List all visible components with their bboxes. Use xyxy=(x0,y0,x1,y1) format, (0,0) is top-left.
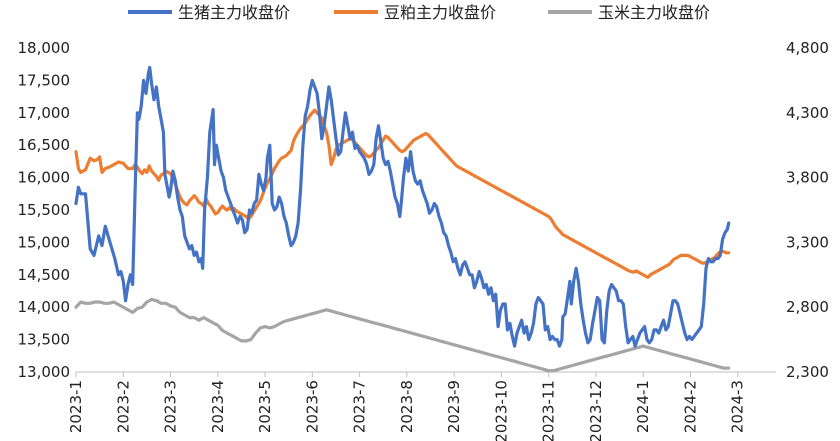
x-tick-label: 2024-2 xyxy=(681,380,699,433)
x-tick-label: 2023-9 xyxy=(445,380,463,433)
x-tick-label: 2023-11 xyxy=(540,380,558,441)
left-y-tick-label: 15,500 xyxy=(18,201,71,219)
series-line-1 xyxy=(74,108,731,279)
right-y-tick-label: 2,300 xyxy=(786,363,829,381)
left-y-axis: 13,000 13,500 14,000 14,500 15,000 15,500 16,0… xyxy=(18,39,71,381)
x-tick-label: 2023-2 xyxy=(114,380,132,433)
x-tick-label: 2023-12 xyxy=(587,380,605,441)
right-y-tick-label: 4,300 xyxy=(786,104,829,122)
x-tick-label: 2023-1 xyxy=(67,380,85,433)
series-line-0 xyxy=(74,65,731,348)
x-tick-label: 2024-1 xyxy=(634,380,652,433)
left-y-tick-label: 17,500 xyxy=(18,71,71,89)
left-y-tick-label: 13,500 xyxy=(18,331,71,349)
x-tick-label: 2023-6 xyxy=(303,380,321,433)
legend-label: 玉米主力收盘价 xyxy=(598,3,710,22)
series-line-2 xyxy=(74,297,731,373)
right-y-tick-label: 3,800 xyxy=(786,169,829,187)
x-tick-label: 2023-10 xyxy=(492,380,510,441)
right-y-axis: 2,300 2,800 3,300 3,800 4,300 4,800 xyxy=(786,39,829,381)
legend-label: 生猪主力收盘价 xyxy=(178,3,290,22)
legend: 生猪主力收盘价 豆粕主力收盘价 玉米主力收盘价 xyxy=(128,3,710,22)
x-tick-label: 2023-7 xyxy=(351,380,369,433)
x-tick-label: 2023-4 xyxy=(209,380,227,433)
left-y-tick-label: 18,000 xyxy=(18,39,71,57)
right-y-tick-label: 3,300 xyxy=(786,233,829,251)
left-y-tick-label: 15,000 xyxy=(18,233,71,251)
x-tick-label: 2024-3 xyxy=(729,380,747,433)
right-y-tick-label: 2,800 xyxy=(786,298,829,316)
x-tick-label: 2023-3 xyxy=(162,380,180,433)
left-y-tick-label: 16,000 xyxy=(18,169,71,187)
left-y-tick-label: 14,500 xyxy=(18,266,71,284)
x-tick-label: 2023-8 xyxy=(398,380,416,433)
x-tick-label: 2023-5 xyxy=(256,380,274,433)
left-y-tick-label: 16,500 xyxy=(18,136,71,154)
series-layer xyxy=(74,65,731,373)
x-axis: 2023-1 2023-2 2023-3 2023-4 2023-5 2023-6 2023… xyxy=(67,371,776,441)
left-y-tick-label: 13,000 xyxy=(18,363,71,381)
legend-label: 豆粕主力收盘价 xyxy=(384,3,496,22)
left-y-tick-label: 17,000 xyxy=(18,104,71,122)
right-y-tick-label: 4,800 xyxy=(786,39,829,57)
left-y-tick-label: 14,000 xyxy=(18,298,71,316)
